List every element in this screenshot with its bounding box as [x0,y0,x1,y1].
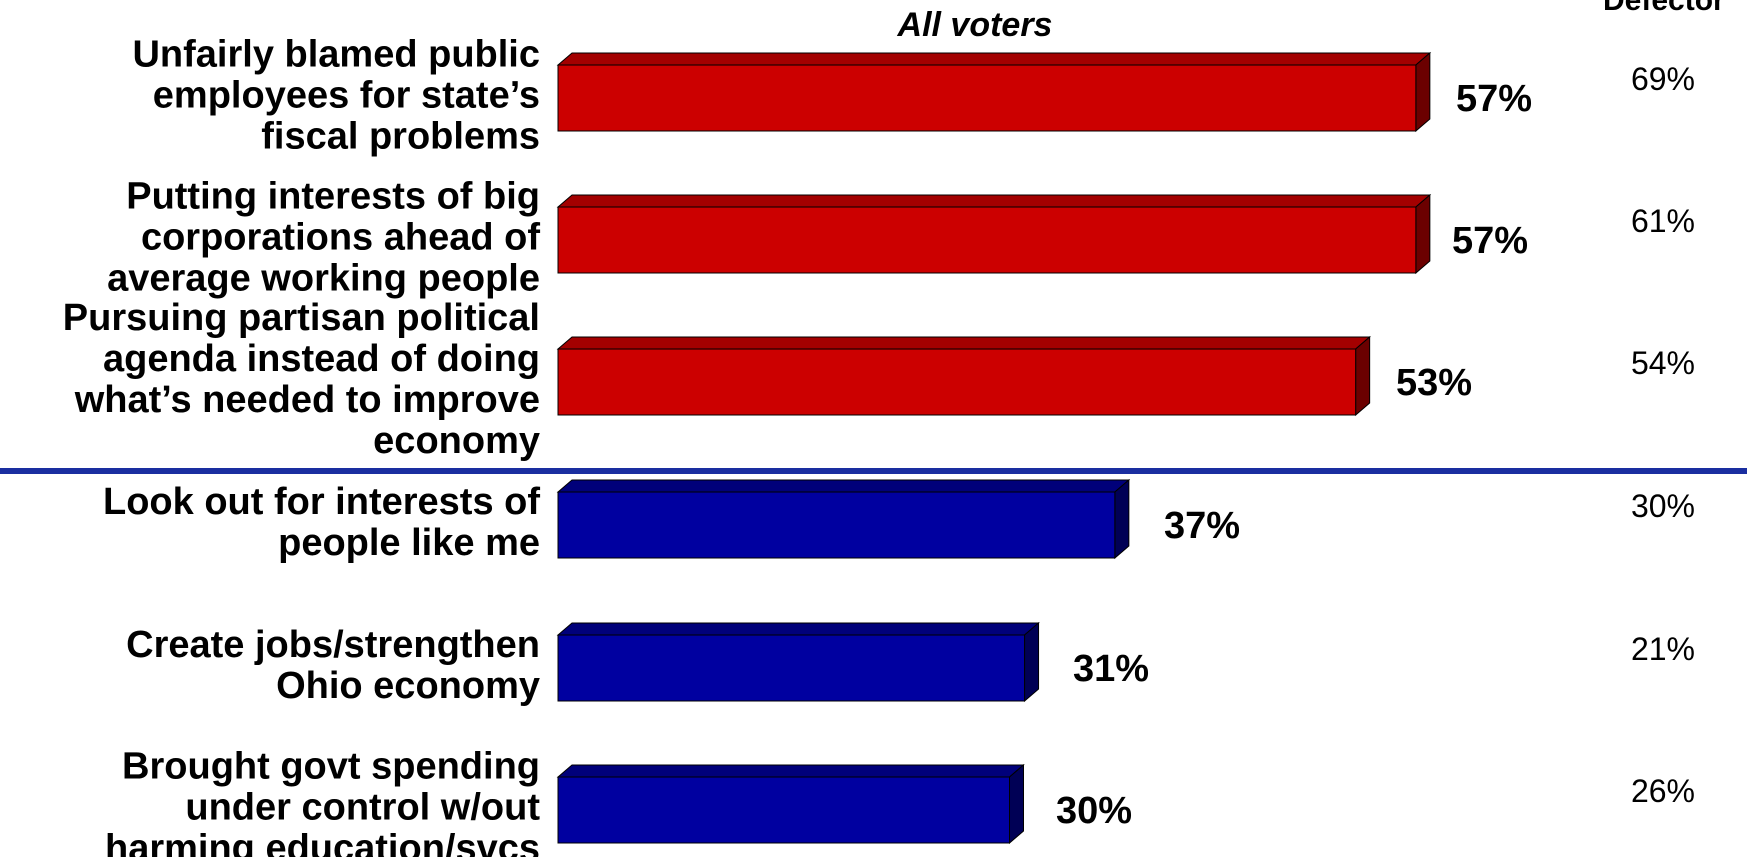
category-label-line: fiscal problems [261,116,540,158]
bar-top-face [556,764,1025,778]
category-label-line: Look out for interests of [103,481,540,523]
value-label: 37% [1164,505,1240,547]
category-label-line: what’s needed to improve [74,379,540,421]
category-label-line: people like me [278,522,540,564]
category-label-line: Brought govt spending [122,746,540,788]
bar-top-face [556,479,1131,493]
column-header-defector: Defector [1603,0,1725,17]
bar [557,491,1116,559]
defector-value-label: 30% [1631,488,1695,524]
bar-side-face [1415,51,1431,133]
bar-top-face [556,336,1372,350]
bar [557,348,1357,416]
defector-value-label: 61% [1631,203,1695,239]
category-label-line: Create jobs/strengthen [126,624,540,666]
bar-side-face [1415,193,1431,275]
value-label: 31% [1073,648,1149,690]
bar-side-face [1009,763,1024,845]
bar [557,634,1026,702]
category-label-line: Pursuing partisan political [63,297,540,339]
category-label-line: agenda instead of doing [103,338,540,380]
bar [557,776,1010,844]
category-label-line: economy [373,420,540,462]
bar-side-face [1024,621,1040,703]
defector-value-label: 54% [1631,345,1695,381]
category-label-line: Unfairly blamed public [132,34,540,76]
defector-value-label: 21% [1631,631,1695,667]
bars-layer: 57% 69% 57% 61% 53% 54% 37% 30% 31% 21% 30% 26% [556,51,1695,845]
category-label-line: Ohio economy [276,665,540,707]
category-label-line: harming education/svcs [105,828,540,857]
bar-side-face [1355,335,1371,417]
bar-side-face [1114,478,1130,560]
category-label-line: under control w/out [185,787,540,829]
category-label-line: corporations ahead of [141,217,540,259]
bar-top-face [556,52,1432,66]
value-label: 30% [1056,790,1132,832]
value-label: 57% [1452,220,1528,262]
category-label-line: employees for state’s [153,75,540,117]
bar [557,206,1417,274]
category-label-line: average working people [107,258,540,300]
defector-value-label: 69% [1631,61,1695,97]
value-label: 57% [1456,78,1532,120]
defector-value-label: 26% [1631,773,1695,809]
value-label: 53% [1396,362,1472,404]
bar-top-face [556,194,1432,208]
bar [557,64,1417,132]
category-label-line: Putting interests of big [126,176,540,218]
bar-top-face [556,622,1040,636]
column-header-all-voters: All voters [897,6,1053,44]
